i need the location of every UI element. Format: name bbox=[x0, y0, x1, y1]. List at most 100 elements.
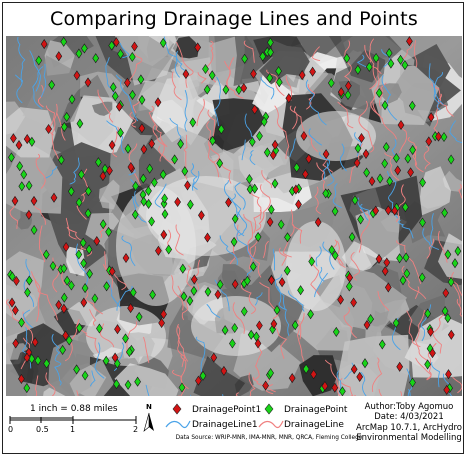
drainage-point[interactable] bbox=[84, 208, 92, 219]
drainage-point[interactable] bbox=[209, 135, 216, 146]
drainage-point[interactable] bbox=[81, 43, 88, 54]
drainage-point[interactable] bbox=[267, 47, 274, 58]
drainage-point[interactable] bbox=[181, 166, 189, 177]
drainage-point[interactable] bbox=[131, 209, 139, 220]
drainage-point1[interactable] bbox=[270, 318, 278, 329]
drainage-point1[interactable] bbox=[251, 104, 259, 115]
drainage-point[interactable] bbox=[267, 204, 275, 215]
drainage-point[interactable] bbox=[454, 246, 462, 257]
drainage-point[interactable] bbox=[344, 89, 352, 101]
drainage-point1[interactable] bbox=[220, 365, 228, 376]
drainage-point1[interactable] bbox=[111, 352, 119, 363]
drainage-point[interactable] bbox=[161, 209, 169, 220]
drainage-point[interactable] bbox=[79, 237, 87, 248]
drainage-point1[interactable] bbox=[425, 136, 433, 147]
drainage-point[interactable] bbox=[91, 293, 99, 304]
drainage-point[interactable] bbox=[20, 169, 28, 180]
drainage-point[interactable] bbox=[57, 154, 65, 165]
drainage-point1[interactable] bbox=[295, 199, 302, 210]
drainage-point[interactable] bbox=[297, 285, 304, 296]
drainage-point[interactable] bbox=[367, 314, 374, 325]
drainage-point1[interactable] bbox=[12, 338, 20, 349]
drainage-point[interactable] bbox=[59, 344, 66, 355]
drainage-point1[interactable] bbox=[195, 375, 202, 386]
drainage-point[interactable] bbox=[221, 325, 229, 336]
drainage-point[interactable] bbox=[25, 275, 33, 286]
drainage-point[interactable] bbox=[139, 173, 147, 184]
drainage-point[interactable] bbox=[216, 279, 224, 290]
drainage-point[interactable] bbox=[42, 249, 50, 260]
drainage-point1[interactable] bbox=[127, 303, 134, 314]
drainage-point[interactable] bbox=[267, 367, 274, 379]
drainage-point[interactable] bbox=[146, 163, 154, 174]
drainage-point[interactable] bbox=[76, 118, 84, 129]
drainage-point1[interactable] bbox=[8, 297, 16, 308]
drainage-point1[interactable] bbox=[155, 245, 162, 256]
drainage-point1[interactable] bbox=[160, 229, 168, 240]
drainage-point[interactable] bbox=[444, 249, 452, 260]
drainage-point[interactable] bbox=[68, 280, 75, 291]
drainage-point1[interactable] bbox=[337, 294, 344, 305]
drainage-point[interactable] bbox=[284, 232, 291, 243]
drainage-point1[interactable] bbox=[154, 97, 162, 108]
drainage-point[interactable] bbox=[451, 258, 459, 269]
drainage-point1[interactable] bbox=[427, 112, 435, 123]
drainage-point[interactable] bbox=[35, 55, 43, 66]
drainage-point1[interactable] bbox=[114, 324, 121, 335]
drainage-point[interactable] bbox=[254, 231, 262, 242]
drainage-point1[interactable] bbox=[23, 134, 31, 145]
drainage-point1[interactable] bbox=[362, 148, 370, 159]
drainage-point[interactable] bbox=[419, 177, 426, 188]
drainage-point1[interactable] bbox=[112, 37, 120, 48]
drainage-point[interactable] bbox=[103, 281, 110, 292]
drainage-point1[interactable] bbox=[231, 279, 239, 290]
drainage-point[interactable] bbox=[444, 313, 452, 324]
drainage-point1[interactable] bbox=[184, 180, 191, 191]
drainage-point[interactable] bbox=[217, 124, 225, 135]
drainage-point[interactable] bbox=[402, 252, 410, 263]
drainage-point1[interactable] bbox=[124, 77, 131, 88]
drainage-map[interactable] bbox=[6, 36, 462, 396]
drainage-point[interactable] bbox=[75, 48, 83, 59]
drainage-point[interactable] bbox=[148, 216, 155, 227]
drainage-point1[interactable] bbox=[391, 205, 399, 216]
drainage-point1[interactable] bbox=[108, 140, 116, 151]
drainage-point[interactable] bbox=[399, 275, 407, 286]
drainage-point[interactable] bbox=[18, 317, 25, 328]
drainage-point1[interactable] bbox=[381, 266, 389, 277]
drainage-point[interactable] bbox=[24, 287, 31, 298]
drainage-point[interactable] bbox=[354, 143, 362, 154]
drainage-point1[interactable] bbox=[62, 241, 70, 253]
drainage-point1[interactable] bbox=[148, 138, 156, 149]
drainage-point1[interactable] bbox=[73, 70, 81, 81]
drainage-point[interactable] bbox=[382, 142, 390, 153]
drainage-point1[interactable] bbox=[60, 303, 68, 314]
drainage-point[interactable] bbox=[381, 158, 389, 169]
drainage-point[interactable] bbox=[248, 136, 256, 147]
drainage-point[interactable] bbox=[199, 370, 207, 381]
drainage-point[interactable] bbox=[386, 176, 394, 187]
drainage-point[interactable] bbox=[129, 287, 137, 298]
drainage-point1[interactable] bbox=[84, 77, 92, 88]
drainage-point1[interactable] bbox=[268, 275, 275, 286]
drainage-point1[interactable] bbox=[250, 68, 257, 79]
drainage-point[interactable] bbox=[372, 52, 380, 64]
drainage-point1[interactable] bbox=[138, 123, 146, 134]
drainage-point[interactable] bbox=[216, 158, 224, 169]
drainage-point1[interactable] bbox=[300, 130, 308, 142]
drainage-point1[interactable] bbox=[99, 171, 107, 182]
drainage-point[interactable] bbox=[128, 51, 136, 63]
drainage-point[interactable] bbox=[249, 261, 257, 272]
drainage-point[interactable] bbox=[393, 153, 400, 164]
drainage-point1[interactable] bbox=[131, 41, 138, 52]
drainage-point1[interactable] bbox=[40, 39, 48, 50]
drainage-point[interactable] bbox=[397, 54, 404, 65]
drainage-point[interactable] bbox=[99, 219, 107, 230]
drainage-point[interactable] bbox=[117, 127, 124, 138]
drainage-point[interactable] bbox=[60, 121, 68, 132]
drainage-point1[interactable] bbox=[383, 257, 391, 268]
drainage-point[interactable] bbox=[202, 63, 209, 75]
drainage-point[interactable] bbox=[73, 364, 80, 375]
drainage-point1[interactable] bbox=[350, 364, 358, 375]
drainage-point1[interactable] bbox=[396, 361, 404, 372]
